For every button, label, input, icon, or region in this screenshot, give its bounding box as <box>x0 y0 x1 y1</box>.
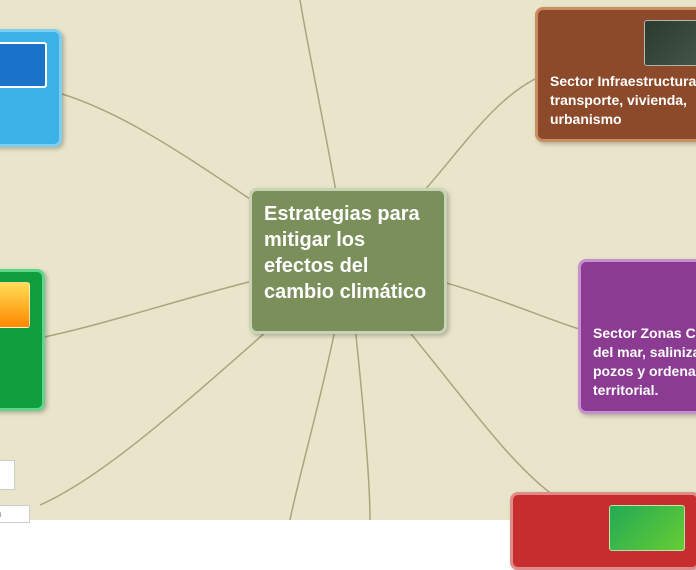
node-bluebox[interactable] <box>0 29 62 147</box>
node-greenbox-thumb <box>0 282 30 328</box>
center-node[interactable]: Estrategias para mitigar los efectos del… <box>249 188 447 334</box>
node-greenbox[interactable]: encia, <box>0 269 45 411</box>
mindmap-canvas[interactable]: Estrategias para mitigar los efectos del… <box>0 0 696 520</box>
node-red[interactable] <box>510 492 696 570</box>
center-node-label: Estrategias para mitigar los efectos del… <box>264 203 426 303</box>
node-red-thumb <box>609 505 685 551</box>
node-infra-thumb <box>644 20 696 66</box>
control-ctrl1[interactable] <box>0 460 15 490</box>
node-infra[interactable]: Sector Infraestructura: transporte, vivi… <box>535 7 696 142</box>
node-bluebox-thumb <box>0 42 47 88</box>
node-infra-label: Sector Infraestructura: transporte, vivi… <box>550 73 696 127</box>
node-costeras[interactable]: Sector Zonas Costeras: nivel del mar, sa… <box>578 259 696 414</box>
control-ctrl2[interactable]: n <box>0 505 30 523</box>
node-costeras-label: Sector Zonas Costeras: nivel del mar, sa… <box>593 325 696 398</box>
